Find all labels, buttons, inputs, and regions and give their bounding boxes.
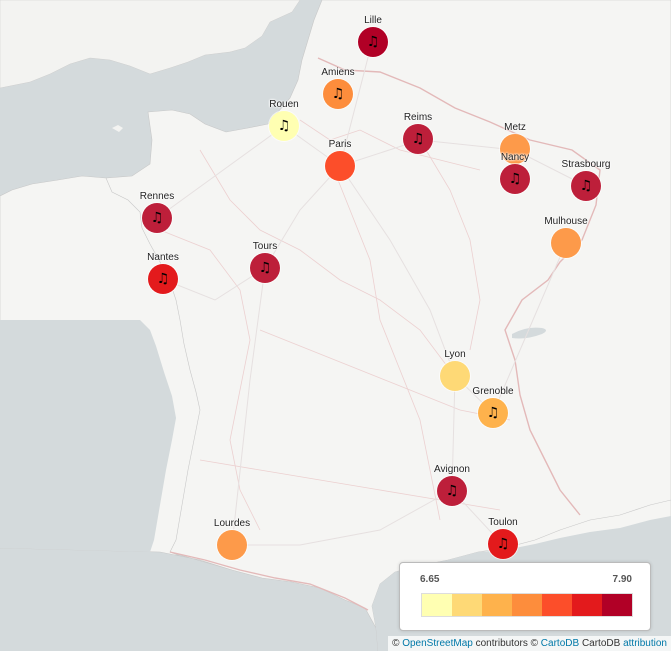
city-marker-lyon[interactable]: [440, 361, 470, 391]
music-note-icon: ♫: [366, 34, 380, 50]
city-label-avignon: Avignon: [434, 464, 470, 475]
city-marker-avignon[interactable]: ♫: [437, 476, 467, 506]
city-marker-tours[interactable]: ♫: [250, 253, 280, 283]
city-label-nantes: Nantes: [147, 252, 179, 263]
city-label-lourdes: Lourdes: [213, 518, 251, 529]
city-marker-metz[interactable]: [500, 134, 530, 164]
city-label-lyon: Lyon: [444, 349, 466, 360]
country-border: [317, 57, 601, 516]
music-note-icon: ♫: [411, 131, 425, 147]
legend-swatch-5: [542, 594, 572, 616]
music-note-icon: ♫: [156, 271, 170, 287]
contributors-text: contributors: [475, 638, 528, 649]
music-note-icon: ♫: [150, 210, 164, 226]
city-marker-nancy[interactable]: ♫: [500, 164, 530, 194]
city-marker-strasbourg[interactable]: ♫: [571, 171, 601, 201]
city-label-metz: Metz: [504, 122, 526, 133]
city-label-mulhouse: Mulhouse: [544, 216, 588, 227]
openstreetmap-link[interactable]: OpenStreetMap: [402, 638, 473, 649]
music-note-icon: ♫: [508, 171, 522, 187]
city-label-reims: Reims: [403, 112, 433, 123]
city-marker-rennes[interactable]: ♫: [142, 203, 172, 233]
city-marker-paris[interactable]: [325, 151, 355, 181]
city-label-amiens: Amiens: [321, 67, 355, 78]
city-label-nancy: Nancy: [500, 152, 530, 163]
city-marker-reims[interactable]: ♫: [403, 124, 433, 154]
cartodb-text: CartoDB: [581, 638, 621, 649]
legend-swatch-4: [512, 594, 542, 616]
channel-island: [112, 125, 123, 132]
bay-of-biscay: [0, 320, 176, 552]
cartodb-link[interactable]: CartoDB: [540, 638, 580, 649]
city-label-toulon: Toulon: [488, 517, 518, 528]
city-label-tours: Tours: [252, 241, 278, 252]
city-marker-amiens[interactable]: ♫: [323, 79, 353, 109]
city-label-lille: Lille: [364, 15, 382, 26]
city-marker-nantes[interactable]: ♫: [148, 264, 178, 294]
city-marker-grenoble[interactable]: ♫: [478, 398, 508, 428]
attribution-bar: © OpenStreetMap contributors © CartoDB C…: [388, 636, 671, 651]
legend-swatch-3: [482, 594, 512, 616]
lake-geneva: [512, 327, 546, 339]
music-note-icon: ♫: [331, 86, 345, 102]
legend-swatch-6: [572, 594, 602, 616]
copyright-symbol-2: ©: [530, 638, 539, 649]
attribution-link[interactable]: attribution: [623, 638, 667, 649]
city-marker-lille[interactable]: ♫: [358, 27, 388, 57]
city-marker-toulon[interactable]: ♫: [488, 529, 518, 559]
great-britain-land: [0, 0, 301, 89]
city-marker-rouen[interactable]: ♫: [269, 111, 299, 141]
city-label-rouen: Rouen: [269, 99, 299, 110]
music-note-icon: ♫: [277, 118, 291, 134]
legend-swatch-7: [602, 594, 632, 616]
city-marker-mulhouse[interactable]: [551, 228, 581, 258]
city-label-rennes: Rennes: [139, 191, 175, 202]
city-marker-lourdes[interactable]: [217, 530, 247, 560]
copyright-symbol: ©: [392, 638, 400, 649]
country-border-pyrenees: [169, 551, 369, 611]
city-label-paris: Paris: [328, 139, 352, 150]
music-note-icon: ♫: [579, 178, 593, 194]
legend: 6.65 7.90: [399, 562, 651, 631]
music-note-icon: ♫: [486, 405, 500, 421]
legend-color-scale: [421, 593, 633, 617]
legend-max-label: 7.90: [612, 574, 632, 585]
legend-min-label: 6.65: [420, 574, 440, 585]
music-note-icon: ♫: [445, 483, 459, 499]
music-note-icon: ♫: [258, 260, 272, 276]
legend-swatch-1: [422, 594, 452, 616]
legend-swatch-2: [452, 594, 482, 616]
city-label-strasbourg: Strasbourg: [561, 159, 611, 170]
music-note-icon: ♫: [496, 536, 510, 552]
city-label-grenoble: Grenoble: [472, 386, 514, 397]
